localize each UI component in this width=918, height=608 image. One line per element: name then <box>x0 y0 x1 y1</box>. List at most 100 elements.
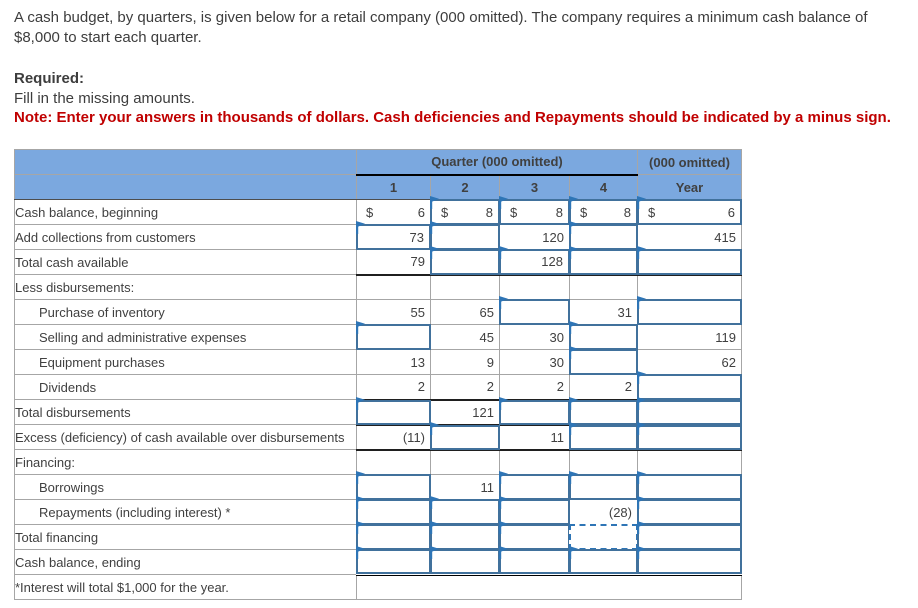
answer-input-cell[interactable] <box>356 396 431 426</box>
given-value-cell: (28) <box>569 499 638 525</box>
table-row: Equipment purchases 13 9 30 62 <box>14 346 742 375</box>
answer-input-cell[interactable] <box>356 546 431 576</box>
cell-value: 11 <box>550 429 565 445</box>
grid-cell <box>569 274 638 300</box>
answer-input-cell[interactable] <box>499 471 570 500</box>
answer-input-cell[interactable] <box>499 546 570 576</box>
answer-input-cell[interactable] <box>430 546 500 576</box>
answer-input-cell[interactable] <box>499 496 570 525</box>
answered-flag-icon <box>499 471 508 484</box>
grid-cell <box>356 449 431 475</box>
row-label: Purchase of inventory <box>14 299 357 325</box>
table-row: Total financing <box>14 521 742 550</box>
grid-cell <box>356 274 431 300</box>
answered-flag-icon <box>499 246 508 259</box>
answer-input-cell[interactable] <box>569 396 638 426</box>
grid-cell <box>637 449 742 475</box>
table-row: Total disbursements 121 <box>14 396 742 426</box>
answer-input-cell[interactable]: $6 <box>637 196 742 225</box>
answer-input-cell[interactable] <box>430 496 500 525</box>
table-row: Purchase of inventory 55 65 31 <box>14 296 742 325</box>
grid-cell <box>430 449 500 475</box>
table-row: Cash balance, ending <box>14 546 742 576</box>
currency-symbol: $ <box>366 204 374 220</box>
answer-format-note: Note: Enter your answers in thousands of… <box>14 109 891 126</box>
answer-input-cell[interactable] <box>569 321 638 350</box>
given-value-cell: 415 <box>637 224 742 250</box>
cell-value: 30 <box>549 329 564 345</box>
answer-input-cell[interactable] <box>356 471 431 500</box>
answer-input-cell[interactable] <box>499 396 570 426</box>
answered-flag-icon <box>637 471 646 484</box>
answered-flag-icon <box>637 421 646 435</box>
cell-value: 2 <box>624 379 632 395</box>
corner-header-cell <box>14 149 357 175</box>
answer-input-cell[interactable] <box>637 246 742 276</box>
given-value-cell: 119 <box>637 324 742 350</box>
answer-input-cell[interactable]: $8 <box>430 196 500 225</box>
year-group-header: (000 omitted) <box>637 149 742 175</box>
row-label: Equipment purchases <box>14 349 357 375</box>
answered-flag-icon <box>430 221 439 234</box>
answer-input-cell[interactable] <box>569 346 638 375</box>
answer-input-cell[interactable] <box>637 396 742 426</box>
grid-cell <box>637 274 742 300</box>
answer-input-cell[interactable] <box>569 471 638 500</box>
answered-flag-icon <box>569 421 578 435</box>
cell-value: 31 <box>617 304 632 320</box>
answered-flag-icon <box>356 221 365 234</box>
answer-input-cell[interactable] <box>569 546 638 576</box>
row-label: Borrowings <box>14 474 357 500</box>
cell-value: 2 <box>417 379 425 395</box>
column-header-q1: 1 <box>356 174 431 200</box>
answer-input-cell[interactable] <box>569 421 638 451</box>
answered-flag-icon <box>356 546 365 559</box>
answered-flag-icon <box>569 346 578 359</box>
column-header-q4: 4 <box>569 174 638 200</box>
answer-input-cell[interactable] <box>430 221 500 250</box>
answer-input-cell[interactable] <box>637 371 742 401</box>
answer-input-cell[interactable]: 128 <box>499 246 570 276</box>
answered-flag-icon <box>430 196 439 209</box>
answer-input-cell[interactable] <box>637 546 742 576</box>
answered-flag-icon <box>637 521 646 534</box>
answered-flag-icon <box>430 521 439 534</box>
answer-input-cell[interactable] <box>430 421 500 451</box>
answer-input-cell[interactable] <box>499 521 570 550</box>
answer-input-cell[interactable] <box>569 221 638 250</box>
answer-input-cell[interactable] <box>430 246 500 276</box>
answer-input-cell[interactable] <box>637 521 742 550</box>
row-label: Total disbursements <box>14 399 357 425</box>
grid-cell <box>569 449 638 475</box>
answered-flag-icon <box>569 321 578 334</box>
answer-input-cell[interactable]: $8 <box>499 196 570 225</box>
answered-flag-icon <box>569 396 578 410</box>
answer-input-cell[interactable] <box>637 296 742 325</box>
answer-input-cell[interactable] <box>569 246 638 276</box>
answer-input-cell[interactable] <box>356 321 431 350</box>
answer-input-cell[interactable] <box>637 471 742 500</box>
answer-input-cell[interactable] <box>356 496 431 525</box>
answer-input-cell[interactable] <box>430 521 500 550</box>
table-row: Excess (deficiency) of cash available ov… <box>14 421 742 451</box>
cell-value: 30 <box>549 354 564 370</box>
answer-input-cell[interactable] <box>637 496 742 525</box>
cell-value: 6 <box>727 204 735 220</box>
answered-flag-icon <box>356 521 365 534</box>
answer-input-cell[interactable] <box>637 421 742 451</box>
grid-cell <box>499 449 570 475</box>
cell-value: 73 <box>409 229 424 245</box>
cell-value: 2 <box>486 379 494 395</box>
corner-header-cell <box>14 174 357 200</box>
answered-flag-icon <box>356 396 365 410</box>
answer-input-cell[interactable] <box>499 296 570 325</box>
answered-flag-icon <box>637 396 646 410</box>
selected-answer-cell[interactable] <box>569 524 638 550</box>
answer-input-cell[interactable] <box>356 521 431 550</box>
answered-flag-icon <box>499 496 508 509</box>
cell-value: 62 <box>721 354 736 370</box>
answer-input-cell[interactable]: 73 <box>356 221 431 250</box>
given-value-cell: 55 <box>356 299 431 325</box>
cell-value: 55 <box>410 304 425 320</box>
answer-input-cell[interactable]: $8 <box>569 196 638 225</box>
